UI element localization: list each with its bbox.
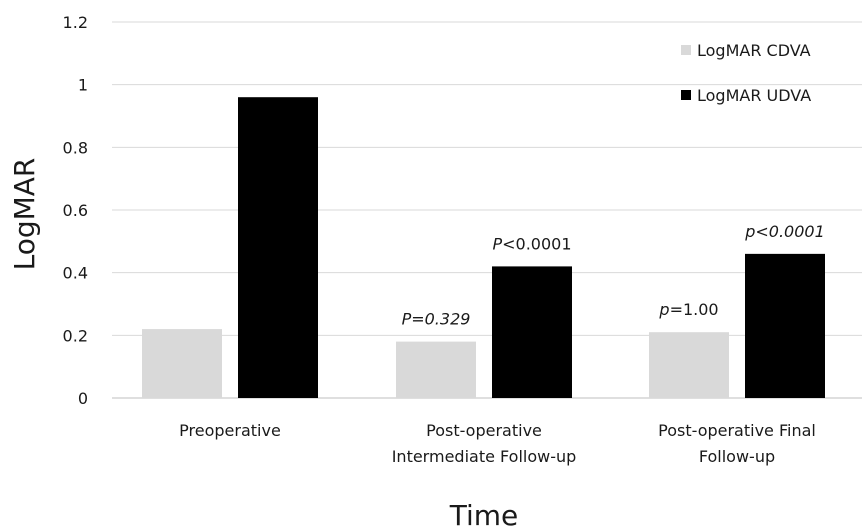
x-axis-title: Time [449,499,519,531]
y-tick-label: 0.8 [63,138,88,157]
bar-udva [238,97,318,398]
x-category-label: Intermediate Follow-up [392,447,577,466]
bar-cdva [649,332,729,398]
p-value-annotation: p=1.00 [658,300,718,319]
bar-udva [492,266,572,398]
y-axis-title: LogMAR [8,158,41,271]
bar-udva [745,253,825,398]
y-tick-label: 0.4 [63,264,88,283]
legend: LogMAR CDVA LogMAR UDVA [681,41,811,105]
bar-cdva [142,329,222,398]
p-value-annotation: p<0.0001 [744,222,825,241]
annotations: P=0.329 P<0.0001 p=1.00 p<0.0001 [402,222,825,329]
y-tick-label: 0 [78,389,88,408]
y-tick-label: 1 [78,76,88,95]
x-category-label: Post-operative Final [658,421,816,440]
bar-cdva [396,341,476,398]
x-category-label: Post-operative [426,421,542,440]
x-axis-categories: Preoperative Post-operative Intermediate F… [179,421,816,466]
x-category-label: Preoperative [179,421,281,440]
x-category-label: Follow-up [699,447,775,466]
gridlines [112,21,862,399]
legend-swatch [681,45,691,55]
bars [142,97,825,398]
y-tick-label: 0.2 [63,326,88,345]
y-tick-label: 0.6 [63,201,88,220]
p-value-annotation: P<0.0001 [492,234,571,253]
p-value-annotation: P=0.329 [402,310,471,329]
legend-label: LogMAR CDVA [697,41,811,60]
legend-swatch [681,90,691,100]
legend-label: LogMAR UDVA [697,86,811,105]
y-axis-ticks: 0 0.2 0.4 0.6 0.8 1 1.2 [63,13,88,408]
y-tick-label: 1.2 [63,13,88,32]
